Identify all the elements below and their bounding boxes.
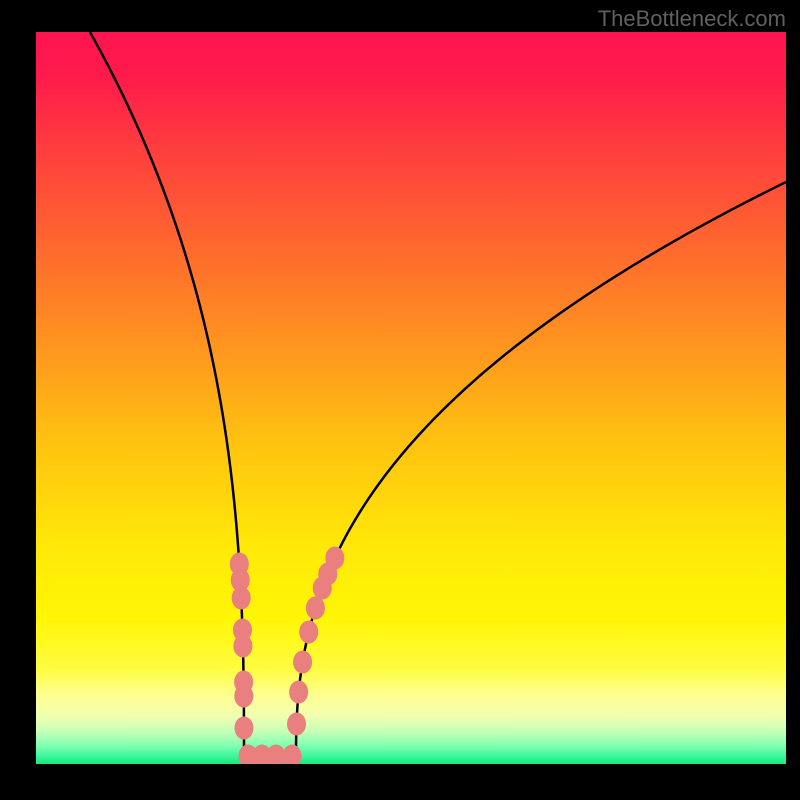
- chart-frame: TheBottleneck.com: [0, 0, 800, 800]
- data-marker: [232, 587, 250, 609]
- data-marker: [234, 635, 252, 657]
- data-marker: [283, 745, 301, 764]
- data-marker: [313, 577, 331, 599]
- data-marker: [235, 685, 253, 707]
- data-marker: [294, 651, 312, 673]
- data-marker: [306, 597, 324, 619]
- data-marker: [290, 681, 308, 703]
- bottleneck-chart: [36, 32, 786, 764]
- data-marker: [288, 713, 306, 735]
- watermark-text: TheBottleneck.com: [598, 6, 786, 32]
- gradient-background: [36, 32, 786, 764]
- data-marker: [267, 745, 285, 764]
- data-marker: [235, 717, 253, 739]
- data-marker: [300, 621, 318, 643]
